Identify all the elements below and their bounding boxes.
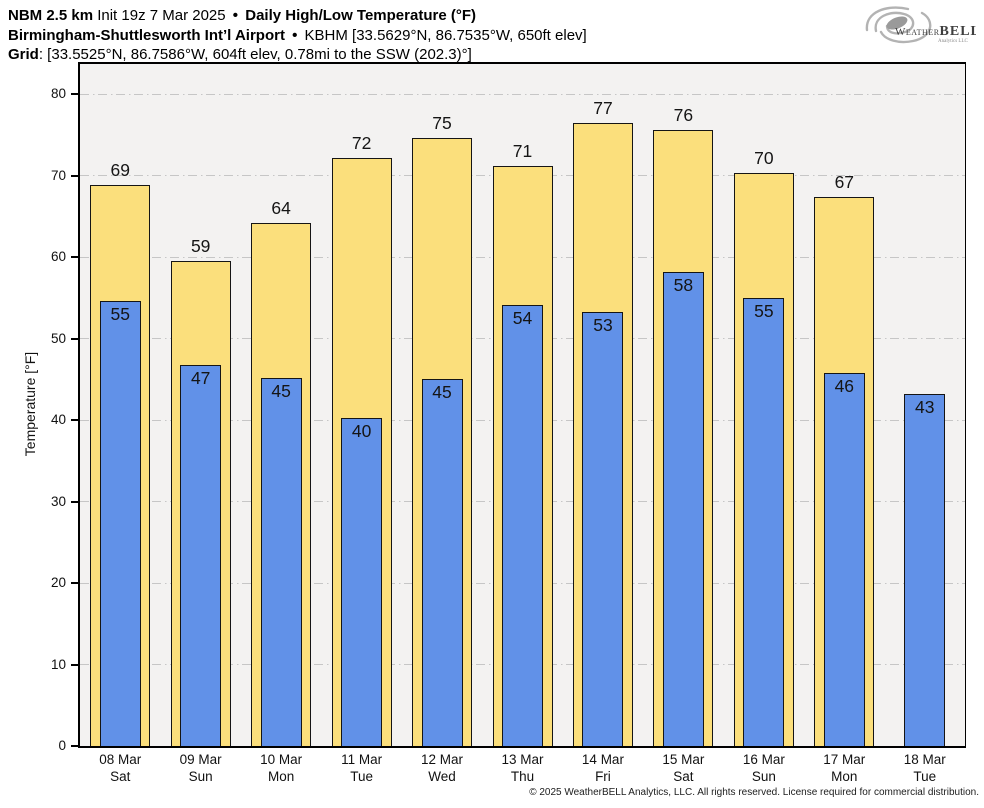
low-bar — [823, 372, 865, 746]
x-tick-label: 15 Mar Sat — [662, 752, 705, 784]
low-value-label: 43 — [915, 397, 935, 417]
y-tick-label: 80 — [50, 86, 66, 102]
low-value-label: 55 — [754, 300, 774, 321]
copyright-notice: © 2025 WeatherBELL Analytics, LLC. All r… — [529, 787, 979, 798]
low-value-label: 45 — [432, 381, 452, 402]
low-value-label: 55 — [110, 304, 130, 325]
grid-value: : [33.5525°N, 86.7586°W, 604ft elev, 0.7… — [38, 46, 472, 63]
low-bar — [341, 417, 383, 746]
header-line-1: NBM 2.5 km Init 19z 7 Mar 2025 • Daily H… — [8, 6, 587, 26]
low-bar — [662, 271, 704, 746]
logo-word-weather: WeatherBELL — [895, 24, 976, 39]
y-axis-tick — [71, 663, 79, 666]
plot-area: 0 10 20 30 40 50 60 70 80 69 55 08 Mar Sat 59 47 09 Mar… — [51, 62, 966, 784]
high-value-label: 70 — [754, 148, 774, 169]
bullet-separator: • — [232, 7, 239, 24]
y-axis-tick — [71, 745, 79, 747]
high-value-label: 77 — [593, 97, 613, 118]
low-bar — [502, 305, 543, 746]
station-meta: KBHM [33.5629°N, 86.7535°W, 650ft elev] — [304, 26, 587, 44]
y-tick-label: 0 — [58, 738, 66, 753]
y-axis-tick — [71, 174, 79, 177]
high-value-label: 71 — [512, 140, 533, 161]
bullet-separator: • — [292, 26, 298, 44]
high-value-label: 64 — [271, 197, 291, 218]
y-tick-label: 40 — [50, 412, 66, 428]
high-value-label: 75 — [432, 113, 452, 134]
hurricane-swirl-icon: WeatherBELL Analytics LLC — [865, 6, 980, 44]
model-name: NBM 2.5 km — [8, 7, 94, 24]
low-bar — [260, 377, 302, 746]
y-gridline — [80, 93, 965, 95]
product-title: Daily High/Low Temperature (°F) — [245, 7, 476, 24]
low-bar — [582, 311, 624, 746]
weatherbell-logo: WeatherBELL Analytics LLC — [861, 2, 980, 50]
x-tick-label: 17 Mar Mon — [823, 752, 866, 784]
low-value-label: 53 — [593, 314, 613, 335]
high-value-label: 59 — [190, 236, 211, 257]
x-tick-label: 16 Mar Sun — [742, 752, 785, 784]
x-tick-label: 18 Mar Tue — [903, 752, 946, 784]
y-axis-title: Temperature [°F] — [22, 351, 38, 457]
x-tick-label: 11 Mar Tue — [341, 752, 383, 784]
high-value-label: 76 — [673, 105, 694, 125]
y-axis-tick — [71, 419, 79, 422]
y-tick-label: 50 — [50, 330, 66, 346]
high-value-label: 72 — [351, 132, 372, 153]
chart-header: NBM 2.5 km Init 19z 7 Mar 2025 • Daily H… — [8, 6, 587, 65]
x-tick-label: 09 Mar Sun — [179, 752, 222, 784]
y-tick-label: 30 — [50, 493, 66, 509]
grid-label: Grid — [8, 46, 39, 63]
station-name: Birmingham-Shuttlesworth Int’l Airport — [8, 26, 285, 44]
low-bar — [904, 394, 946, 746]
y-axis-tick — [71, 256, 79, 259]
low-value-label: 45 — [271, 380, 291, 401]
y-axis-tick — [71, 93, 79, 96]
low-bar — [421, 378, 463, 746]
y-tick-label: 70 — [50, 167, 66, 183]
x-tick-label: 14 Mar Fri — [581, 752, 624, 784]
x-tick-label: 08 Mar Sat — [99, 752, 142, 784]
low-bar — [743, 297, 785, 746]
y-axis-tick — [71, 500, 79, 503]
x-tick-label: 12 Mar Wed — [421, 752, 464, 784]
low-bar — [99, 301, 141, 746]
logo-subtext: Analytics LLC — [938, 39, 969, 44]
low-value-label: 40 — [351, 420, 372, 441]
high-value-label: 69 — [110, 160, 130, 181]
y-axis-tick — [71, 582, 79, 585]
low-value-label: 47 — [190, 367, 211, 388]
y-axis-tick — [71, 337, 79, 340]
low-value-label: 54 — [512, 308, 533, 329]
high-value-label: 67 — [834, 171, 855, 192]
x-tick-label: 10 Mar Mon — [260, 752, 303, 784]
low-bar — [180, 364, 222, 746]
header-line-2: Birmingham-Shuttlesworth Int’l Airport •… — [8, 26, 587, 46]
init-time: Init 19z 7 Mar 2025 — [97, 7, 226, 24]
x-tick-label: 13 Mar Thu — [501, 752, 544, 784]
y-tick-label: 10 — [50, 656, 66, 672]
y-tick-label: 60 — [50, 249, 66, 265]
y-tick-label: 20 — [50, 575, 66, 591]
low-value-label: 46 — [834, 375, 855, 396]
low-value-label: 58 — [673, 274, 694, 295]
header-line-3: Grid: [33.5525°N, 86.7586°W, 604ft elev,… — [8, 45, 587, 65]
